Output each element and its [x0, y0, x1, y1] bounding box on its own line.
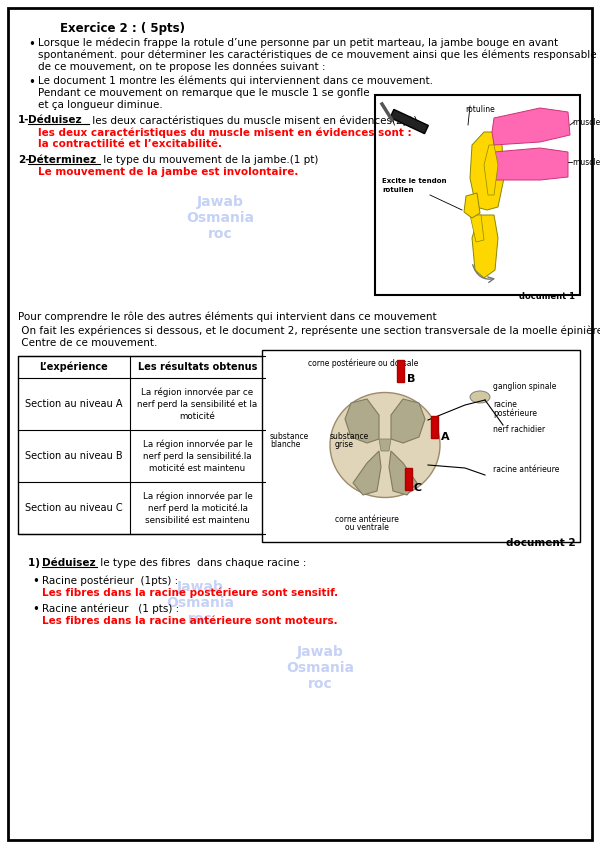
Polygon shape	[472, 215, 498, 278]
Text: postérieure: postérieure	[493, 408, 537, 417]
Text: C: C	[413, 483, 421, 493]
Text: ou ventrale: ou ventrale	[345, 523, 389, 532]
Text: •: •	[32, 575, 39, 588]
Text: Les fibres dans la racine postérieure sont sensitif.: Les fibres dans la racine postérieure so…	[42, 588, 338, 599]
Text: Pour comprendre le rôle des autres éléments qui intervient dans ce mouvement: Pour comprendre le rôle des autres éléme…	[18, 312, 437, 322]
Polygon shape	[379, 439, 391, 451]
Text: Excite le tendon: Excite le tendon	[382, 178, 446, 184]
Polygon shape	[470, 215, 484, 242]
Text: Le mouvement de la jambe est involontaire.: Le mouvement de la jambe est involontair…	[38, 167, 298, 177]
Text: Les fibres dans la racine antérieure sont moteurs.: Les fibres dans la racine antérieure son…	[42, 616, 338, 626]
Bar	[375, 95, 580, 295]
Text: Racine antérieur   (1 pts) :: Racine antérieur (1 pts) :	[42, 603, 179, 613]
Text: et ça longueur diminue.: et ça longueur diminue.	[38, 100, 163, 110]
Text: •: •	[32, 603, 39, 616]
Text: 1): 1)	[28, 558, 44, 568]
Polygon shape	[391, 399, 425, 443]
Text: Déterminez: Déterminez	[28, 155, 96, 165]
Text: les deux caractéristiques du muscle misent en évidences(2pt): les deux caractéristiques du muscle mise…	[89, 115, 418, 126]
Text: A: A	[441, 432, 449, 442]
Text: Le document 1 montre les éléments qui interviennent dans ce mouvement.: Le document 1 montre les éléments qui in…	[38, 76, 433, 86]
Text: document 2: document 2	[506, 538, 576, 548]
Text: Déduisez: Déduisez	[42, 558, 95, 568]
Text: le type du mouvement de la jambe.(1 pt): le type du mouvement de la jambe.(1 pt)	[100, 155, 319, 165]
Bar	[405, 468, 412, 490]
Text: Lorsque le médecin frappe la rotule d’une personne par un petit marteau, la jamb: Lorsque le médecin frappe la rotule d’un…	[38, 38, 558, 48]
Bar	[18, 356, 265, 534]
Text: Jawab
Osmania
roc: Jawab Osmania roc	[186, 195, 254, 242]
Text: La région innorvée par le
nerf perd la moticité.la
sensibilité est maintenu: La région innorvée par le nerf perd la m…	[143, 491, 253, 525]
Polygon shape	[470, 132, 504, 210]
Text: la contractilité et l’excitabilité.: la contractilité et l’excitabilité.	[38, 139, 222, 149]
Polygon shape	[464, 193, 480, 218]
Bar	[397, 360, 404, 382]
Text: substance: substance	[270, 432, 309, 441]
Text: B: B	[407, 374, 415, 384]
Text: Exercice 2 : ( 5pts): Exercice 2 : ( 5pts)	[60, 22, 185, 35]
Polygon shape	[345, 399, 379, 443]
Text: Pendant ce mouvement on remarque que le muscle 1 se gonfle: Pendant ce mouvement on remarque que le …	[38, 88, 370, 98]
Text: grise: grise	[335, 440, 354, 449]
Text: racine antérieure: racine antérieure	[493, 465, 559, 474]
Text: Les résultats obtenus: Les résultats obtenus	[138, 362, 257, 372]
Text: ganglion spinale: ganglion spinale	[493, 382, 556, 391]
Text: 1-: 1-	[18, 115, 29, 125]
Text: Section au niveau B: Section au niveau B	[25, 451, 123, 461]
Text: Racine postérieur  (1pts) :: Racine postérieur (1pts) :	[42, 575, 178, 585]
Polygon shape	[389, 451, 417, 495]
Text: L’expérience: L’expérience	[40, 362, 109, 372]
Text: substance: substance	[330, 432, 369, 441]
Text: le type des fibres  dans chaque racine :: le type des fibres dans chaque racine :	[97, 558, 307, 568]
Polygon shape	[353, 451, 381, 495]
Text: corne antérieure: corne antérieure	[335, 515, 399, 524]
Text: corne postérieure ou dorsale: corne postérieure ou dorsale	[308, 358, 418, 367]
Bar	[431, 416, 438, 438]
Text: blanche: blanche	[270, 440, 301, 449]
Bar	[262, 350, 580, 542]
Text: •: •	[28, 76, 35, 89]
Text: rotulien: rotulien	[382, 187, 413, 193]
Text: La région innorvée par ce
nerf perd la sensibilité et la
moticité: La région innorvée par ce nerf perd la s…	[137, 387, 257, 421]
Text: Jawab
Osmania
roc: Jawab Osmania roc	[166, 580, 234, 627]
Ellipse shape	[330, 393, 440, 498]
Text: spontanément. pour déterminer les caractéristiques de ce mouvement ainsi que les: spontanément. pour déterminer les caract…	[38, 50, 596, 60]
Text: rotuline: rotuline	[465, 105, 495, 114]
Text: document 1: document 1	[519, 292, 575, 301]
Bar	[390, 109, 428, 134]
Text: 2-: 2-	[18, 155, 29, 165]
Text: Section au niveau A: Section au niveau A	[25, 399, 123, 409]
Text: muscle 1: muscle 1	[573, 118, 600, 127]
Text: On fait les expériences si dessous, et le document 2, représente une section tra: On fait les expériences si dessous, et l…	[18, 325, 600, 336]
Text: Section au niveau C: Section au niveau C	[25, 503, 123, 513]
Text: •: •	[28, 38, 35, 51]
Ellipse shape	[470, 391, 490, 403]
Polygon shape	[492, 148, 568, 180]
Text: nerf rachidier: nerf rachidier	[493, 425, 545, 434]
Text: Jawab
Osmania
roc: Jawab Osmania roc	[286, 645, 354, 691]
Text: muscle 2: muscle 2	[573, 158, 600, 167]
Text: Centre de ce mouvement.: Centre de ce mouvement.	[18, 338, 157, 348]
Text: racine: racine	[493, 400, 517, 409]
Text: La région innorvée par le
nerf perd la sensibilité.la
moticité est maintenu: La région innorvée par le nerf perd la s…	[143, 439, 253, 473]
Polygon shape	[492, 108, 570, 145]
Text: les deux caractéristiques du muscle misent en évidences sont :: les deux caractéristiques du muscle mise…	[38, 127, 412, 137]
Text: de ce mouvement, on te propose les données suivant :: de ce mouvement, on te propose les donné…	[38, 62, 325, 72]
Polygon shape	[484, 145, 498, 195]
Text: Déduisez: Déduisez	[28, 115, 82, 125]
